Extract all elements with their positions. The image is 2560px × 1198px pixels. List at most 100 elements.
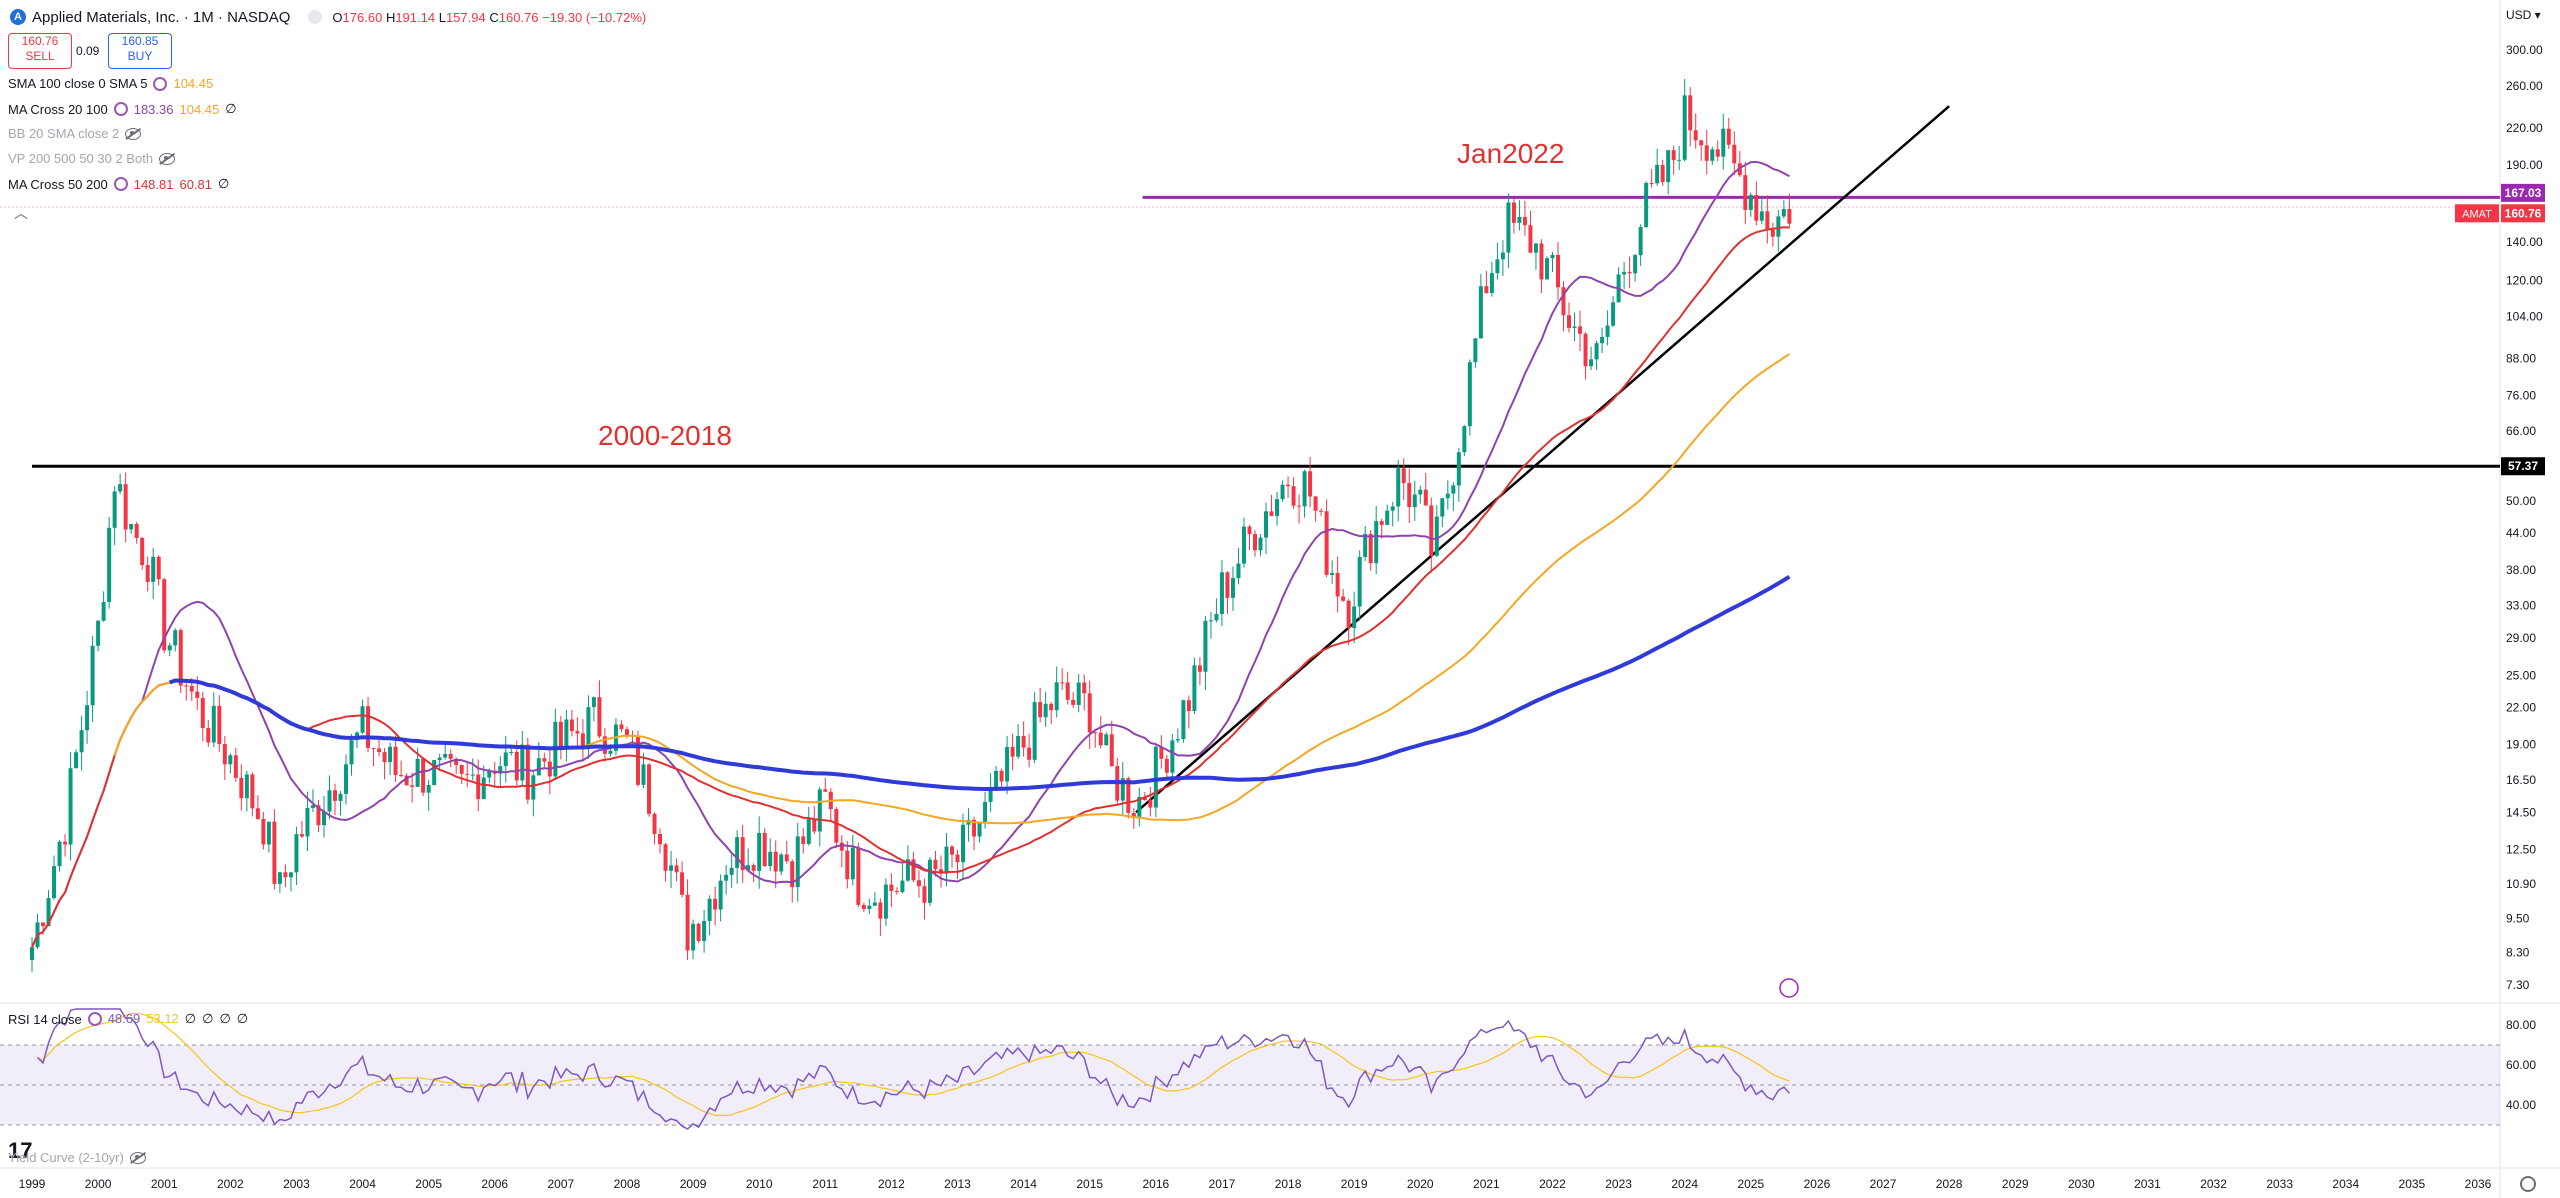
rsi-name[interactable]: RSI 14 close [8,1011,82,1027]
rsi-tick-label: 60.00 [2506,1058,2536,1072]
x-tick-label: 2004 [349,1177,376,1191]
indicator-row[interactable]: SMA 100 close 0 SMA 5 104.45 [8,76,213,91]
candle [1192,665,1197,712]
candle [1578,326,1583,334]
indicator-name[interactable]: SMA 100 close 0 SMA 5 [8,76,148,91]
candle [702,920,707,941]
candle [371,747,376,749]
candle [773,851,778,872]
candle [861,904,866,909]
candle [305,808,310,837]
candle [288,872,293,878]
candle [1286,484,1291,487]
x-tick-label: 2001 [151,1177,178,1191]
candle [558,721,563,747]
candle [795,836,800,888]
rsi-value: ∅ [184,1011,197,1026]
candle [283,872,288,878]
candle [134,524,139,538]
settings-icon[interactable] [87,1012,102,1026]
candle [580,733,585,749]
candle [520,744,525,781]
candle [1385,510,1390,525]
ticker-badge [2455,204,2499,223]
candle [255,808,260,819]
indicator-row[interactable]: MA Cross 50 200 148.81 60.81 ∅ [8,176,229,192]
hidden-eye-icon[interactable] [129,1151,146,1164]
candle [1109,734,1114,767]
indicator-row[interactable]: MA Cross 20 100 183.36 104.45 ∅ [8,101,237,117]
candle [1770,229,1775,237]
candle [294,834,299,873]
tradingview-logo-icon[interactable]: 17 [8,1138,33,1163]
x-tick-label: 2003 [283,1177,310,1191]
candle [1787,208,1792,224]
candle [1511,202,1516,223]
candle [762,832,767,867]
candle [878,902,883,919]
annotation-2000-2018: 2000-2018 [598,420,732,451]
y-tick-label: 76.00 [2506,388,2536,402]
hidden-eye-icon[interactable] [159,152,176,165]
candle [1093,732,1098,734]
candle [151,556,156,582]
indicator-value: 183.36 [133,101,174,117]
yield-curve-name[interactable]: Yield Curve (2-10yr) [8,1150,124,1165]
candle [1197,665,1202,672]
indicator-value: 104.45 [173,76,214,91]
candle [536,758,541,776]
chart-settings-icon[interactable] [2520,1176,2536,1192]
indicator-row[interactable]: VP 200 500 50 30 2 Both [8,151,176,166]
x-tick-label: 2000 [85,1177,112,1191]
candle [1142,797,1147,801]
indicator-name[interactable]: VP 200 500 50 30 2 Both [8,151,154,166]
rsi-value: 53.12 [146,1011,179,1026]
candle [1434,516,1439,556]
candle [944,846,949,874]
symbol-title[interactable]: Applied Materials, Inc. · 1M · NASDAQ [32,8,291,26]
candle [1522,217,1527,226]
candle [1170,740,1175,773]
y-tick-label: 16.50 [2506,773,2536,787]
candle [1506,202,1511,253]
currency-selector[interactable]: USD ▾ [2506,8,2541,22]
indicator-row[interactable]: BB 20 SMA close 2 [8,126,142,141]
candle [669,865,674,871]
candle [1153,746,1158,808]
settings-icon[interactable] [113,102,128,116]
candle [817,789,822,832]
x-tick-label: 2025 [1737,1177,1764,1191]
x-tick-label: 2002 [217,1177,244,1191]
candle [1412,494,1417,508]
candle [123,484,128,530]
candle [107,527,112,602]
candle [1219,572,1224,614]
candle [1148,800,1153,808]
settings-icon[interactable] [153,76,168,91]
collapse-legend-icon[interactable]: ︿ [14,205,28,221]
candle [454,758,459,766]
settings-icon[interactable] [113,177,128,191]
black-level-badge [2501,457,2545,476]
candle [1704,145,1709,161]
sell-button[interactable]: 160.76 SELL [8,33,72,69]
candle [1341,596,1346,601]
indicator-name[interactable]: MA Cross 20 100 [8,101,108,117]
candle [421,758,426,793]
candle [1258,537,1263,551]
hidden-eye-icon[interactable] [125,127,142,140]
indicator-name[interactable]: MA Cross 50 200 [8,176,108,192]
indicator-name[interactable]: BB 20 SMA close 2 [8,126,120,141]
x-tick-label: 2009 [680,1177,707,1191]
candle [1555,255,1560,288]
last-price-badge-text: 160.76 [2505,206,2542,220]
candle [889,884,894,892]
candle [1781,208,1786,217]
candle [905,859,910,881]
candle [1671,150,1676,161]
candle [801,836,806,844]
candle [1352,606,1357,629]
buy-button[interactable]: 160.85 BUY [108,33,172,69]
ohlc-readout: O176.60 H191.14 L157.94 C160.76 −19.30 (… [332,9,647,25]
